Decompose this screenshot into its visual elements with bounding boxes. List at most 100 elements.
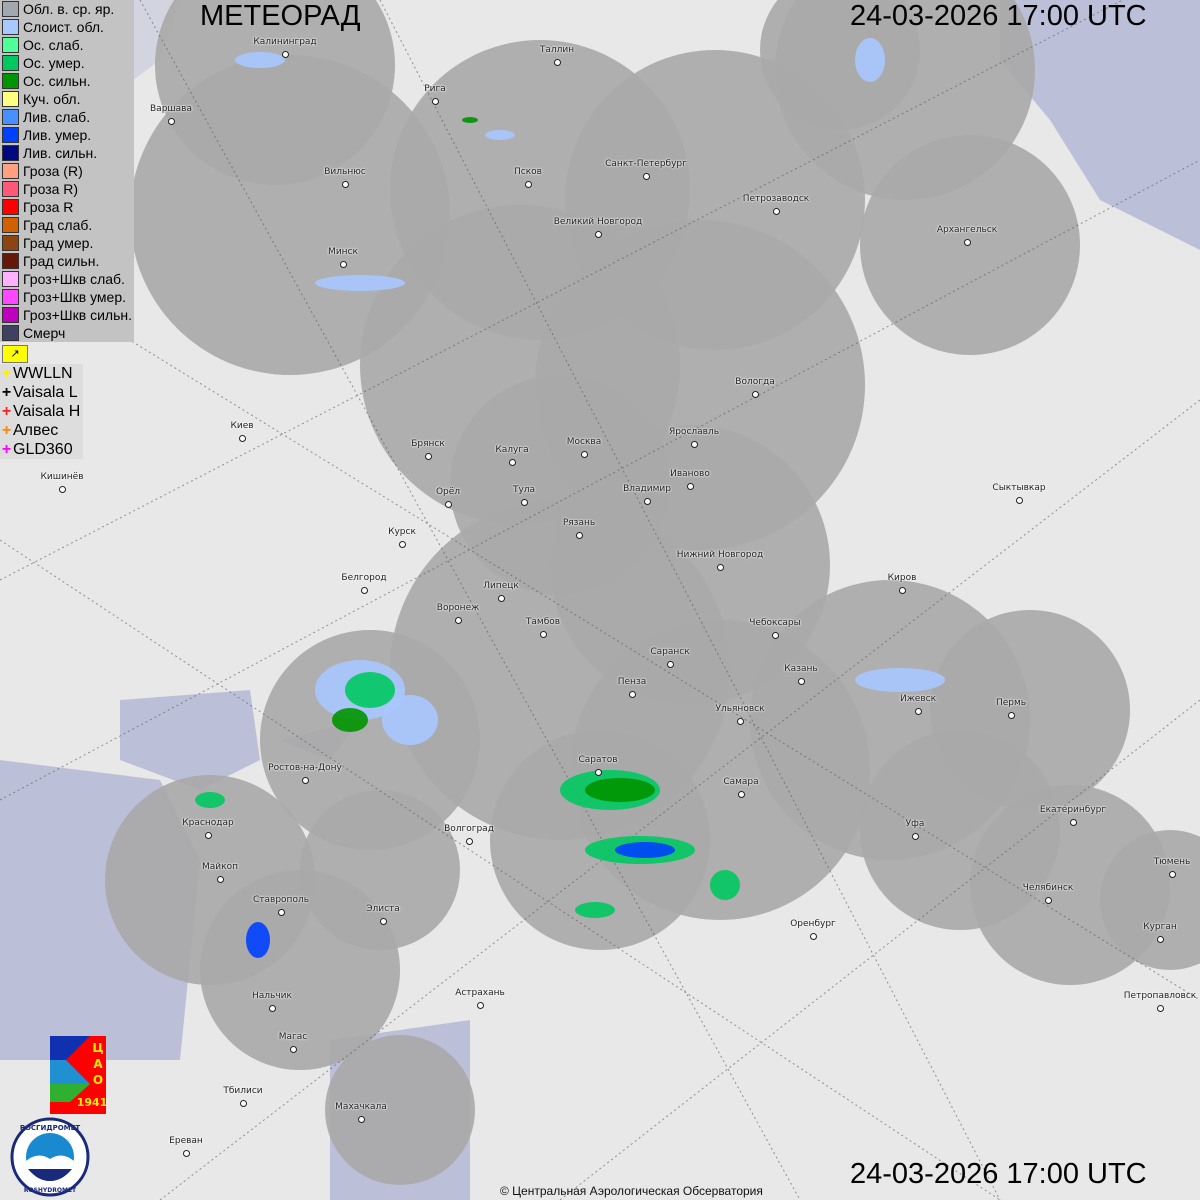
legend-label: Гроз+Шкв умер. [23,289,127,305]
header-datetime: 24-03-2026 17:00 UTC [850,0,1147,32]
legend-swatch [2,181,19,197]
city-marker-icon [358,1116,365,1123]
city-label: Ульяновск [715,704,765,714]
legend-swatch [2,307,19,323]
legend-label: Ос. умер. [23,55,85,71]
svg-text:РОСГИДРОМЕТ: РОСГИДРОМЕТ [20,1124,81,1132]
city-marker-icon [629,691,636,698]
legend-item: Ос. умер. [0,54,132,72]
city-label: Петрозаводск [742,194,810,204]
city-marker-icon [717,564,724,571]
city-marker-icon [1157,1005,1164,1012]
product-title: МЕТЕОРАД [200,0,361,32]
radar-echoes [195,38,945,958]
legend-label: Гроза R [23,199,74,215]
legend-item: Обл. в. ср. яр. [0,0,132,18]
city-label: Самара [723,777,759,787]
city-label: Белгород [341,573,387,583]
city-marker-icon [554,59,561,66]
city-marker-icon [644,498,651,505]
city-marker-icon [205,832,212,839]
lightning-cross-icon: + [1,421,12,439]
city-label: Нижний Новгород [676,550,764,560]
city-label: Ярославль [668,427,720,437]
footer-datetime: 24-03-2026 17:00 UTC [850,1158,1147,1190]
city-marker-icon [59,486,66,493]
flag-icon[interactable]: ↗ [2,345,28,363]
city-marker-icon [798,678,805,685]
city-marker-icon [380,918,387,925]
city-marker-icon [1008,712,1015,719]
city-marker-icon [240,1100,247,1107]
legend-item: Ос. сильн. [0,72,132,90]
svg-text:ROSHYDROMET: ROSHYDROMET [24,1187,77,1194]
lightning-legend-label: Алвес [13,421,59,439]
city-label: Курск [388,527,416,537]
radar-coverage-circle [325,1035,475,1185]
svg-text:Ц: Ц [92,1041,103,1055]
city-marker-icon [912,833,919,840]
city-label: Махачкала [335,1102,387,1112]
legend-swatch [2,73,19,89]
legend-label: Слоист. обл. [23,19,104,35]
city-label: Ростов-на-Дону [268,763,342,773]
city-label: Владимир [623,484,671,494]
city-label: Петропавловск [1123,991,1197,1001]
city-marker-icon [1016,497,1023,504]
legend-label: Лив. сильн. [23,145,98,161]
city-label: Нальчик [252,991,292,1001]
city-marker-icon [1070,819,1077,826]
city-label: Вологда [735,377,775,387]
lightning-legend-item: + Алвес [0,421,80,440]
city-marker-icon [643,173,650,180]
legend-swatch [2,91,19,107]
lightning-legend-label: Vaisala L [13,383,78,401]
city-marker-icon [581,451,588,458]
city-label: Магас [278,1032,308,1042]
city-label: Иваново [670,469,710,479]
city-label: Волгоград [444,824,494,834]
city-marker-icon [498,595,505,602]
city-label: Уфа [905,819,925,829]
city-marker-icon [737,718,744,725]
city-marker-icon [269,1005,276,1012]
city-label: Калуга [495,445,529,455]
legend-item: Ос. слаб. [0,36,132,54]
legend-label: Ос. слаб. [23,37,84,53]
city-label: Брянск [411,439,445,449]
city-label: Санкт-Петербург [605,159,687,169]
radar-echo [575,902,615,918]
city-label: Рига [424,84,446,94]
legend-label: Куч. обл. [23,91,81,107]
city-label: Великий Новгород [553,217,643,227]
radar-coverage-circle [860,135,1080,355]
legend-swatch [2,145,19,161]
city-marker-icon [445,501,452,508]
city-marker-icon [466,838,473,845]
radar-echo [382,695,438,745]
radar-echo [710,870,740,900]
lightning-legend-item: + GLD360 [0,440,80,459]
svg-text:О: О [93,1073,103,1087]
legend-swatch [2,109,19,125]
legend-item: Гроз+Шкв слаб. [0,270,132,288]
city-label: Оренбург [790,919,836,929]
legend-swatch [2,253,19,269]
radar-coverage-circle [760,0,920,130]
legend-item: Лив. сильн. [0,144,132,162]
radar-echo [315,275,405,291]
lightning-legend-label: Vaisala H [13,402,81,420]
city-marker-icon [540,631,547,638]
radar-coverage-circle [130,55,450,375]
city-label: Таллин [539,45,575,55]
lightning-legend-item: + WWLLN [0,364,80,383]
radar-echo [855,38,885,82]
legend-item: Град умер. [0,234,132,252]
city-marker-icon [361,587,368,594]
city-marker-icon [1169,871,1176,878]
legend-label: Ос. сильн. [23,73,91,89]
city-label: Сыктывкар [992,483,1046,493]
city-marker-icon [752,391,759,398]
city-marker-icon [772,632,779,639]
